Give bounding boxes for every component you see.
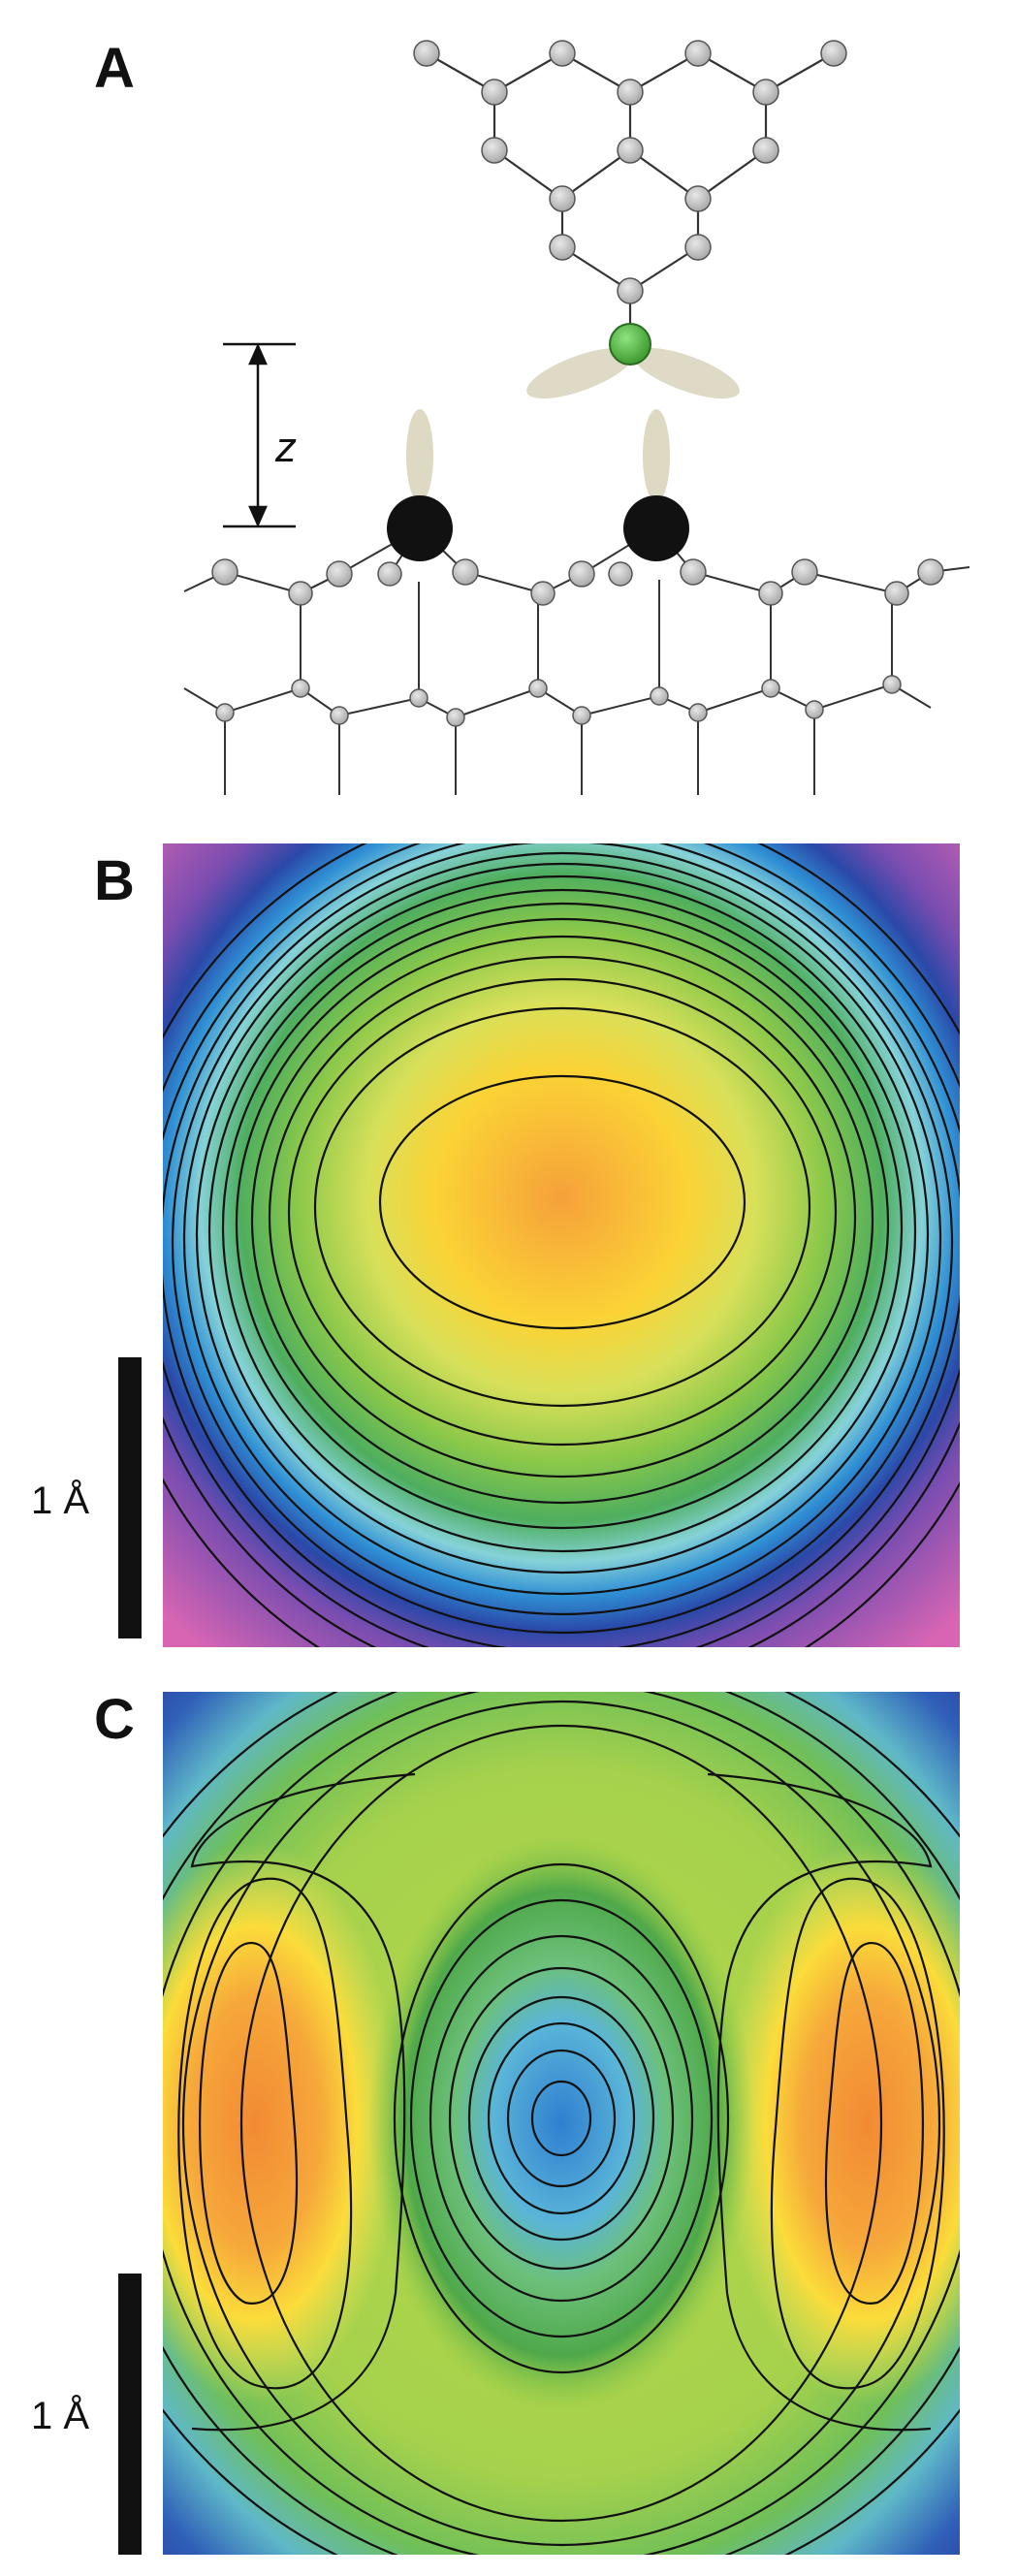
panel-b-contour-map bbox=[163, 843, 960, 1647]
z-distance-arrow bbox=[223, 342, 296, 528]
tip-orbital-lobes bbox=[526, 347, 740, 399]
tip-apex-atom bbox=[609, 323, 651, 366]
z-label: z bbox=[275, 424, 297, 471]
panel-b-scale-bar bbox=[118, 1357, 142, 1638]
surface-orbital-lobes bbox=[406, 409, 670, 502]
surface-atoms bbox=[211, 558, 944, 727]
panel-a-diagram bbox=[183, 40, 970, 795]
molecule-atoms bbox=[413, 40, 847, 304]
panel-b-label: B bbox=[94, 849, 135, 912]
panel-c-scale-bar bbox=[118, 2274, 142, 2555]
panel-a-label: A bbox=[94, 37, 135, 100]
panel-c-label: C bbox=[94, 1688, 135, 1751]
panel-c-contour-map bbox=[163, 1692, 960, 2555]
panel-b-scale-label: 1 Å bbox=[31, 1479, 90, 1522]
panel-c-scale-label: 1 Å bbox=[31, 2395, 90, 2437]
adsorbate-atoms bbox=[387, 495, 689, 561]
